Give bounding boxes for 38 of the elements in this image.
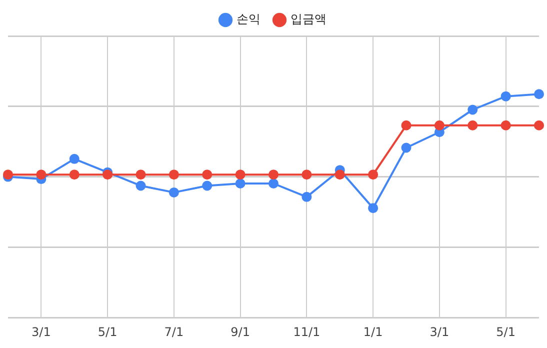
point [69, 170, 80, 180]
point [302, 170, 312, 180]
point [102, 170, 113, 180]
point [500, 120, 511, 130]
point [268, 170, 278, 180]
x-tick-label: 3/1 [430, 324, 450, 339]
point [334, 170, 345, 180]
x-tick-label: 9/1 [230, 324, 250, 339]
point [534, 89, 544, 100]
point [434, 120, 444, 130]
point [302, 192, 312, 202]
point [136, 180, 146, 191]
x-tick-label: 3/1 [32, 324, 51, 339]
point [168, 187, 179, 198]
point [468, 104, 478, 115]
point [36, 170, 46, 180]
point [500, 91, 511, 102]
point [69, 154, 80, 164]
x-tick-label: 7/1 [164, 324, 184, 339]
point [534, 120, 544, 130]
point [368, 203, 378, 214]
point [202, 180, 212, 191]
legend-label: 손익 [236, 12, 260, 26]
legend-label: 입금액 [290, 12, 326, 26]
x-tick-label: 11/1 [293, 324, 320, 339]
point [168, 170, 179, 180]
point [136, 170, 146, 180]
point [368, 170, 378, 180]
point [235, 178, 246, 189]
point [202, 170, 212, 180]
x-tick-label: 5/1 [98, 324, 118, 339]
point [401, 120, 412, 130]
x-tick-label: 5/1 [496, 324, 516, 339]
point [235, 170, 246, 180]
point [468, 120, 478, 130]
x-tick-label: 1/1 [363, 324, 383, 339]
point [401, 142, 412, 153]
point [268, 178, 278, 189]
